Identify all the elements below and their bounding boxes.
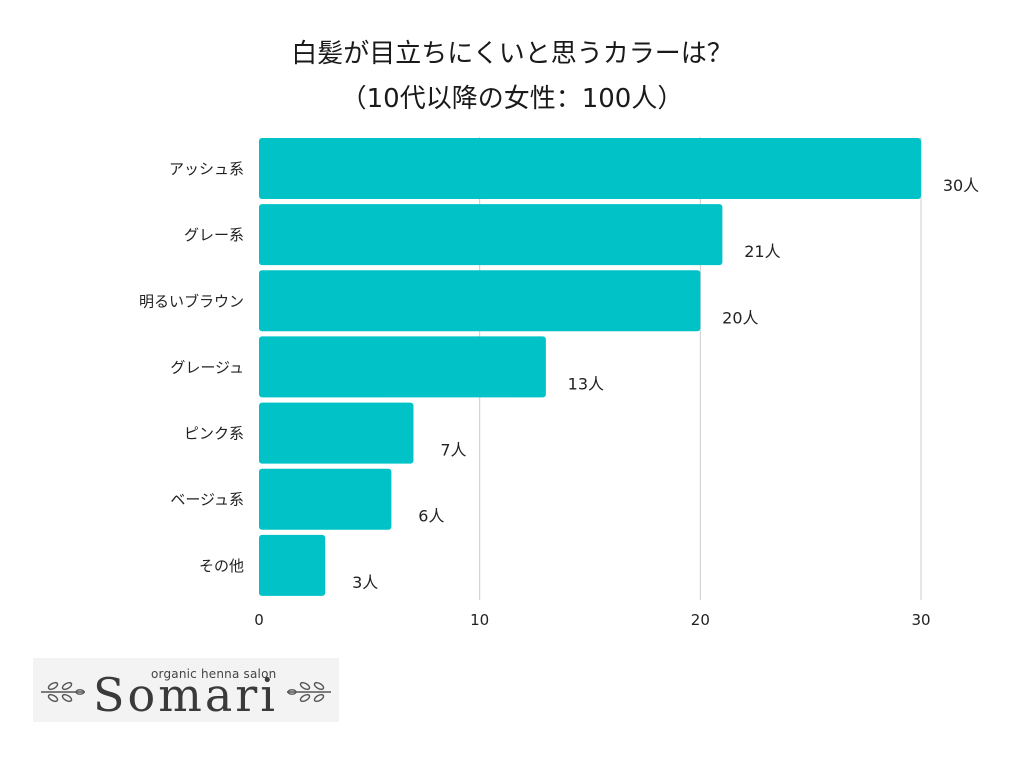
category-label: グレー系 <box>184 226 244 244</box>
category-label: アッシュ系 <box>169 160 244 178</box>
leaf-ornament-icon <box>41 681 331 703</box>
data-label: 13人 <box>568 374 604 393</box>
data-label: 6人 <box>418 507 444 526</box>
category-label: その他 <box>199 557 244 575</box>
logo-brand: Somari <box>93 668 278 722</box>
category-label: ピンク系 <box>184 425 244 443</box>
bar <box>259 534 326 596</box>
logo-tagline: organic henna salon <box>151 667 277 681</box>
data-label: 30人 <box>943 176 979 195</box>
category-label: 明るいブラウン <box>139 292 244 310</box>
bar <box>259 336 546 398</box>
bar <box>259 468 392 530</box>
somari-logo: organic henna salon Somari <box>33 658 339 722</box>
category-label: ベージュ系 <box>170 491 244 509</box>
chart-title-line1: 白髪が目立ちにくいと思うカラーは？ <box>291 39 733 69</box>
chart-title-line2: （10代以降の女性：100人） <box>340 84 684 114</box>
data-label: 20人 <box>722 308 758 327</box>
bar <box>259 270 701 332</box>
x-tick-label: 30 <box>911 611 930 629</box>
bar <box>259 138 921 199</box>
data-label: 21人 <box>744 242 780 261</box>
data-label: 3人 <box>352 573 378 592</box>
x-tick-label: 10 <box>470 611 489 629</box>
category-label: グレージュ <box>170 358 244 376</box>
bar <box>259 204 723 266</box>
data-label: 7人 <box>440 441 466 460</box>
x-tick-label: 0 <box>254 611 264 629</box>
bar <box>259 402 414 464</box>
x-tick-label: 20 <box>691 611 710 629</box>
